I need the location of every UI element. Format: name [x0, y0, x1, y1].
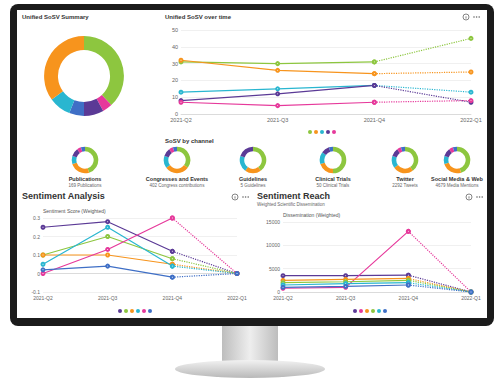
html-text:Unified SoSV over time: Unified SoSV over time — [165, 14, 231, 20]
svg-text:2022-Q1: 2022-Q1 — [460, 117, 481, 123]
html-text:Unified SoSV Summary: Unified SoSV Summary — [22, 14, 89, 20]
html-text:402 Congress contributions: 402 Congress contributions — [149, 183, 205, 188]
html-text:Twitter: Twitter — [396, 176, 414, 182]
svg-text:0: 0 — [174, 111, 178, 117]
svg-text:2021-Q3: 2021-Q3 — [336, 295, 356, 301]
svg-text:0: 0 — [37, 271, 40, 277]
svg-text:5000: 5000 — [269, 266, 280, 272]
svg-text:15000: 15000 — [266, 219, 280, 225]
html-text:Clinical Trials: Clinical Trials — [315, 176, 351, 182]
html-text:Sentiment Analysis: Sentiment Analysis — [22, 191, 105, 201]
html-text:50 Clinical Trials: 50 Clinical Trials — [316, 183, 350, 188]
svg-text:2021-Q4: 2021-Q4 — [364, 117, 385, 123]
svg-text:Sentiment Score (Weighted): Sentiment Score (Weighted) — [43, 208, 106, 214]
svg-text:2021-Q4: 2021-Q4 — [399, 295, 419, 301]
svg-text:0: 0 — [277, 289, 280, 295]
html-text:Congresses and Events: Congresses and Events — [145, 176, 209, 182]
svg-text:40: 40 — [172, 44, 178, 50]
html-text:4679 Media Mentions: 4679 Media Mentions — [435, 183, 479, 188]
html-text:5 Guidelines: 5 Guidelines — [240, 183, 266, 188]
svg-text:-0.1: -0.1 — [31, 289, 40, 295]
svg-text:10: 10 — [172, 94, 178, 100]
svg-text:50: 50 — [172, 27, 178, 33]
svg-text:2022-Q1: 2022-Q1 — [461, 295, 481, 301]
html-text:169 Publications: 169 Publications — [68, 183, 102, 188]
svg-text:Dissemination (Weighted): Dissemination (Weighted) — [283, 212, 340, 218]
svg-text:2021-Q2: 2021-Q2 — [33, 295, 53, 301]
svg-text:0.3: 0.3 — [33, 215, 40, 221]
html-text:Sentiment Reach: Sentiment Reach — [257, 191, 330, 201]
html-text:Guidelines: Guidelines — [238, 176, 268, 182]
svg-text:2021-Q2: 2021-Q2 — [273, 295, 293, 301]
html-text:Social Media & Web: Social Media & Web — [431, 176, 483, 182]
svg-text:2021-Q3: 2021-Q3 — [98, 295, 118, 301]
svg-text:2021-Q3: 2021-Q3 — [267, 117, 288, 123]
html-text:Publications: Publications — [68, 176, 102, 182]
html-text:Weighted Scientific Disseminat: Weighted Scientific Dissemination — [257, 202, 325, 207]
svg-text:2021-Q4: 2021-Q4 — [163, 295, 183, 301]
svg-text:0.1: 0.1 — [33, 252, 40, 258]
html-text:2292 Tweets: 2292 Tweets — [392, 183, 418, 188]
html-text:SoSV by channel: SoSV by channel — [165, 138, 214, 144]
svg-text:10000: 10000 — [266, 242, 280, 248]
svg-text:20: 20 — [172, 77, 178, 83]
svg-text:30: 30 — [172, 61, 178, 67]
svg-text:2022-Q1: 2022-Q1 — [227, 295, 247, 301]
svg-text:2021-Q2: 2021-Q2 — [170, 117, 191, 123]
svg-text:0.2: 0.2 — [33, 234, 40, 240]
